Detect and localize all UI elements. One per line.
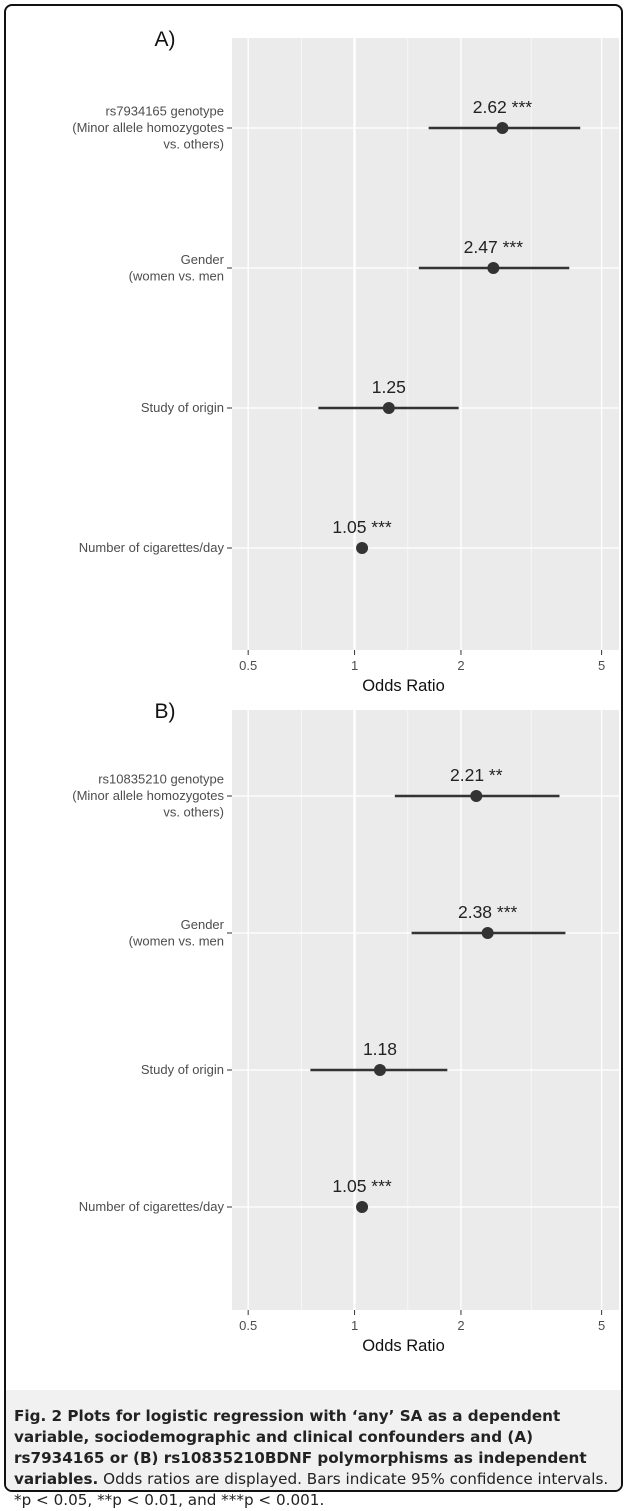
x-axis-label: Odds Ratio (362, 1337, 445, 1355)
estimate-point (356, 1201, 369, 1213)
figure-caption: Fig. 2 Plots for logistic regression wit… (14, 1406, 612, 1511)
estimate-point (382, 402, 395, 414)
y-tick-label: (Minor allele homozygotes (72, 120, 224, 135)
y-tick-label: rs10835210 genotype (98, 772, 224, 787)
estimate-point (487, 262, 500, 274)
y-tick-label: Number of cigarettes/day (79, 1199, 225, 1214)
y-tick-label: Gender (181, 252, 225, 267)
y-tick-label: Number of cigarettes/day (79, 540, 225, 555)
estimate-label: 1.25 (372, 377, 406, 397)
x-tick-label: 1 (351, 1318, 358, 1333)
y-tick-label: (women vs. men (129, 268, 224, 283)
figure-frame (4, 4, 623, 1492)
estimate-label: 1.05 *** (332, 1176, 392, 1196)
estimate-label: 2.62 *** (473, 97, 533, 117)
caption-background (6, 1390, 621, 1490)
y-tick-label: Study of origin (141, 1062, 224, 1077)
plot-panel (232, 710, 619, 1310)
y-tick-label: vs. others) (163, 137, 224, 152)
estimate-label: 2.21 ** (450, 765, 503, 785)
y-tick-label: (women vs. men (129, 933, 224, 948)
y-tick-label: Gender (181, 917, 225, 932)
x-tick-label: 5 (598, 1318, 605, 1333)
plot-panel (232, 38, 619, 650)
y-tick-label: vs. others) (163, 805, 224, 820)
estimate-point (470, 790, 483, 802)
panel-label: A) (155, 28, 176, 51)
y-tick-label: rs7934165 genotype (105, 104, 224, 119)
y-tick-label: Study of origin (141, 400, 224, 415)
caption-bold-text: Fig. 2 Plots for logistic regression wit… (14, 1407, 587, 1488)
x-tick-label: 0.5 (239, 1318, 257, 1333)
panel-label: B) (155, 700, 176, 723)
estimate-point (373, 1064, 386, 1076)
estimate-label: 2.38 *** (458, 902, 518, 922)
x-tick-label: 2 (457, 658, 464, 673)
estimate-point (496, 122, 509, 134)
estimate-label: 1.05 *** (332, 517, 392, 537)
caption-text: Odds ratios are displayed. Bars indicate… (14, 1470, 609, 1509)
estimate-point (481, 927, 494, 939)
x-tick-label: 5 (598, 658, 605, 673)
estimate-label: 1.18 (363, 1039, 397, 1059)
y-tick-label: (Minor allele homozygotes (72, 788, 224, 803)
x-tick-label: 2 (457, 1318, 464, 1333)
x-tick-label: 1 (351, 658, 358, 673)
estimate-label: 2.47 *** (464, 237, 524, 257)
x-axis-label: Odds Ratio (362, 677, 445, 695)
estimate-point (356, 542, 369, 554)
x-tick-label: 0.5 (239, 658, 257, 673)
